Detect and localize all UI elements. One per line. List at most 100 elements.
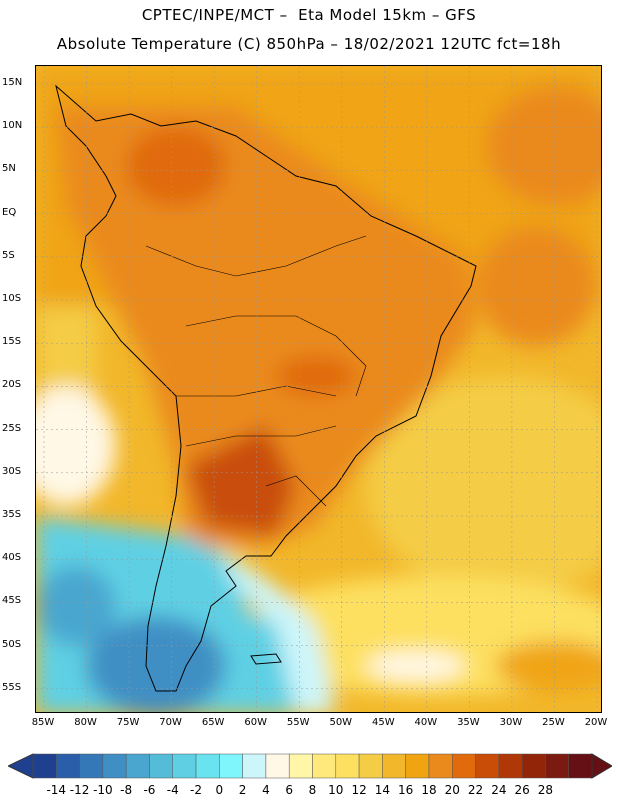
cold-deep-patch [86,616,226,712]
colorbar-tick-label: 14 [374,783,391,797]
lat-tick-label: 25S [2,422,22,434]
lat-tick-label: 10S [2,293,22,304]
border-line [145,235,367,277]
colorbar-swatch [312,753,337,779]
lon-tick-label: 85W [31,717,55,728]
lat-tick-label: 45S [2,595,22,607]
colorbar-swatch [568,753,593,779]
border-line [185,315,367,397]
border-line [185,425,337,447]
lat-tick-label: 50S [2,638,22,650]
colorbar-tick-label: 8 [308,783,317,797]
colorbar-swatch [56,753,80,779]
colorbar-tick-label: 0 [215,783,224,797]
colorbar-tick-label: 12 [351,783,367,797]
lat-tick-label: 55S [2,681,22,693]
colorbar-tick-label: 16 [398,783,414,797]
colorbar-tick-label: 4 [262,783,270,797]
warm-east-ocean [476,226,596,346]
colorbar-swatch [428,753,453,779]
colorbar-swatch [149,753,173,779]
colorbar-tick-label: 20 [444,783,460,797]
colorbar-swatch [405,753,430,779]
lat-tick-label: 40S [2,552,22,564]
land-hot-center [276,356,356,396]
lon-tick-label: 60W [244,717,267,728]
colorbar-swatch [265,753,290,779]
cool-patch-east [366,651,466,681]
colorbar-tick-label: 24 [491,783,507,797]
lon-tick-label: 70W [159,717,182,728]
colorbar-tick-label: 10 [328,783,344,797]
colorbar-tick-label: -14 [46,783,67,797]
south-america-outline [55,84,477,692]
lon-tick-label: 30W [499,717,523,728]
colorbar-tick-label: 26 [514,783,530,797]
warm-ne-ocean [486,86,601,206]
colorbar-swatch [545,753,569,779]
colorbar-tick-label: 28 [537,783,554,797]
map-panel [35,65,602,713]
colorbar-swatch [125,753,150,779]
lon-tick-label: 40W [414,717,438,728]
colorbar-swatch [521,753,546,779]
country-borders [145,235,367,507]
colorbar-swatch [32,753,57,779]
lat-tick-label: 35S [2,509,22,520]
lat-tick-label: 5N [2,163,16,175]
lon-tick-label: 25W [542,717,565,728]
lon-tick-label: 20W [584,717,608,728]
lat-tick-label: 10N [2,120,23,132]
colorbar-swatch [242,753,267,779]
colorbar-max-arrow [591,753,613,779]
colorbar-tick-label: 22 [467,783,484,797]
pacific-near-zero [36,386,116,506]
lon-tick-label: 35W [457,717,480,728]
cold-deep-patch-2 [36,566,116,646]
colorbar-swatch [79,753,104,779]
map-subtitle: Absolute Temperature (C) 850hPa – 18/02/… [56,35,562,53]
lat-tick-label: 5S [2,249,15,261]
land-hot-area [186,426,296,536]
colorbar-tick-label: 2 [238,783,247,797]
colorbar-swatch [288,753,313,779]
map-title: CPTEC/INPE/MCT – Eta Model 15km – GFS [141,6,477,24]
lon-tick-label: 50W [329,717,353,728]
lat-tick-label: EQ [2,206,17,218]
temperature-colorbar [6,752,613,784]
colorbar-min-arrow [6,753,34,779]
cool-band [216,546,336,712]
temperature-map [36,66,601,712]
south-warm-patch [496,641,601,691]
graticule [36,66,601,712]
colorbar-swatch [219,753,243,779]
colorbar-swatch [195,753,220,779]
colorbar-swatch [358,753,383,779]
lon-tick-label: 65W [201,717,225,728]
colorbar-tick-label: -6 [143,783,156,797]
border-line [176,385,337,397]
colorbar-tick-label: 18 [421,783,437,797]
colorbar-tick-label: 6 [285,783,294,797]
border-line [265,475,327,507]
colorbar-swatch [475,753,500,779]
falklands-outline [250,653,282,665]
colorbar-tick-label: -10 [93,783,113,797]
colorbar-swatch [102,753,127,779]
lon-tick-label: 45W [371,717,395,728]
lat-tick-label: 20S [2,379,22,391]
colorbar-swatch [172,753,197,779]
lon-tick-label: 75W [116,717,140,728]
colorbar-swatch [335,753,360,779]
lat-tick-label: 30S [2,465,22,477]
colorbar-tick-label: -8 [120,783,133,797]
lon-tick-label: 55W [286,717,310,728]
colorbar-tick-label: -2 [190,783,203,797]
colorbar-swatch [498,753,523,779]
colorbar-tick-label: -12 [69,783,90,797]
colorbar-swatch [382,753,406,779]
lon-tick-label: 80W [74,717,97,728]
colorbar-tick-label: -4 [166,783,179,797]
land-hot-north [126,126,226,206]
lat-tick-label: 15S [2,336,22,348]
